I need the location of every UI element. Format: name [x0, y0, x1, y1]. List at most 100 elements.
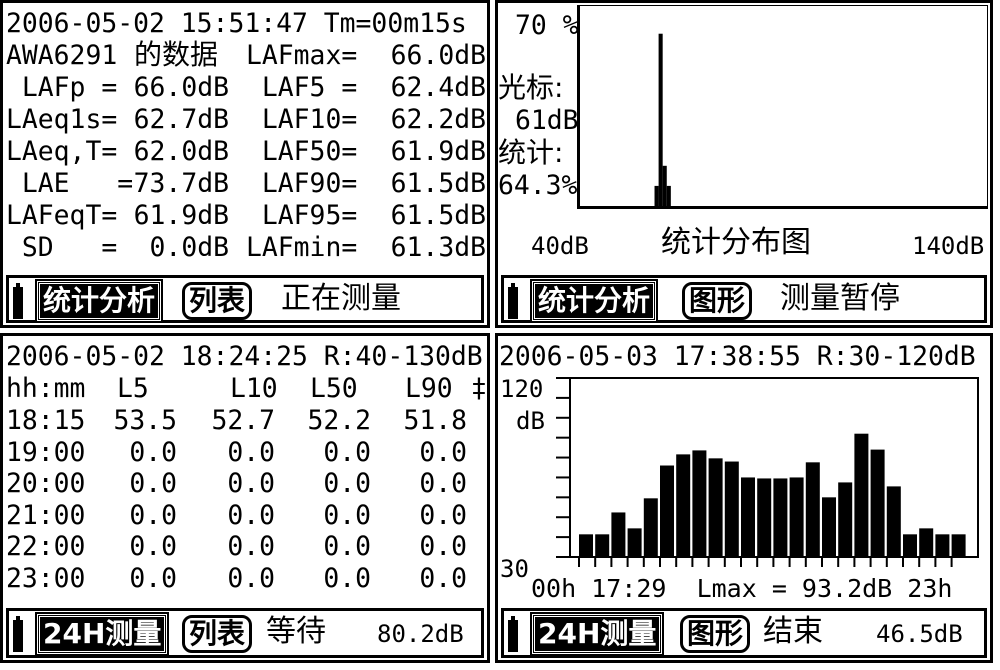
- histogram-bar: [662, 165, 667, 206]
- hour-bar: [676, 454, 691, 557]
- device-name: AWA6291: [6, 40, 118, 71]
- x-tick: [837, 557, 840, 567]
- x-max-label: 140dB: [912, 232, 985, 260]
- graph-24h-screen: 2006-05-03 17:38:55 R:30-120dB 120 dB 30…: [495, 333, 993, 663]
- stat-value: 62.2dB: [390, 104, 486, 135]
- stat-label: 统计:: [498, 136, 564, 169]
- hour-bar: [692, 450, 707, 557]
- row-value: 0.0: [227, 499, 275, 531]
- hour-bar: [951, 534, 966, 557]
- stat-label: SD =: [6, 232, 118, 263]
- row-time: 20:00: [6, 468, 86, 499]
- hour-bar: [708, 458, 723, 557]
- mode-button[interactable]: 24H测量: [34, 612, 170, 656]
- stat-label: LAF90=: [246, 168, 358, 199]
- y-max-label: 70 %: [515, 10, 579, 41]
- histogram-chart: [654, 33, 671, 206]
- hour-bar: [789, 477, 804, 557]
- scroll-indicator[interactable]: ‡: [471, 373, 487, 404]
- y-tick: [556, 496, 570, 499]
- x-tick: [642, 557, 645, 567]
- mode-button[interactable]: 统计分析: [529, 279, 659, 323]
- stat-label: LAF10=: [246, 104, 358, 135]
- stat-value: 61.5dB: [390, 168, 486, 199]
- hour-bar: [919, 528, 934, 557]
- col-time: hh:mm: [6, 373, 86, 404]
- view-button[interactable]: 图形: [680, 615, 751, 653]
- x-tick: [594, 557, 597, 567]
- hour-bar: [822, 497, 836, 557]
- row-value: 0.0: [129, 468, 177, 499]
- stat-label: LAF95=: [246, 200, 358, 231]
- row-value: 0.0: [227, 562, 275, 594]
- y-tick: [556, 416, 570, 419]
- battery-icon: [508, 616, 518, 652]
- x-tick: [869, 557, 872, 567]
- hour-bar: [886, 486, 901, 557]
- status-bar: 24H测量 列表 等待 80.2dB: [6, 608, 484, 658]
- y-tick: [556, 556, 570, 558]
- device-suffix: 的数据: [134, 38, 219, 71]
- stat-value: 64.3%: [498, 170, 578, 201]
- current-level: 46.5dB: [876, 620, 963, 648]
- y-tick: [556, 377, 570, 379]
- x-tick: [885, 557, 888, 567]
- x-tick: [723, 557, 726, 567]
- stat-value: 61.9dB: [390, 136, 486, 167]
- stats-screen: 2006-05-02 15:51:47 Tm=00m15s AWA6291 的数…: [0, 0, 490, 328]
- row-time: 22:00: [6, 531, 86, 562]
- status-bar: 统计分析 列表 正在测量: [6, 275, 484, 323]
- x-tick: [788, 557, 791, 567]
- stat-value: 61.3dB: [390, 232, 486, 263]
- hour-bar: [903, 534, 917, 557]
- row-time: 18:15: [6, 405, 86, 436]
- stats-header: 2006-05-02 15:51:47 Tm=00m15s: [6, 8, 467, 39]
- view-button[interactable]: 列表: [182, 282, 253, 320]
- row-value: 0.0: [323, 499, 371, 531]
- col-l90: L90: [405, 373, 453, 404]
- view-button[interactable]: 列表: [182, 615, 253, 653]
- mode-button[interactable]: 24H测量: [529, 612, 665, 656]
- mode-button[interactable]: 统计分析: [34, 279, 164, 323]
- y-tick: [556, 396, 570, 399]
- histogram-bar: [666, 185, 671, 206]
- hour-bar: [627, 528, 642, 557]
- row-value: 0.0: [129, 531, 177, 562]
- view-button[interactable]: 图形: [682, 282, 753, 320]
- graph-header: 2006-05-03 17:38:55 R:30-120dB: [499, 341, 976, 372]
- x-tick: [578, 557, 580, 567]
- x-tick: [675, 557, 678, 567]
- cursor-value: 61dB: [515, 105, 579, 136]
- y-tick: [556, 456, 570, 459]
- col-l5: L5: [117, 373, 149, 404]
- x-tick: [659, 557, 661, 567]
- y-min-label: 30: [500, 555, 529, 583]
- stat-label: LAF50=: [246, 136, 358, 167]
- hourly-bar-chart: [556, 377, 979, 567]
- row-value: 0.0: [129, 499, 177, 531]
- stat-value: 61.9dB: [133, 200, 229, 231]
- stat-label: LAE =: [6, 168, 134, 199]
- row-value: 0.0: [129, 436, 177, 468]
- histogram-bar: [658, 33, 663, 206]
- list-24h-screen: 2006-05-02 18:24:25 R:40-130dB hh:mm L5 …: [0, 333, 490, 663]
- x-tick: [804, 557, 807, 567]
- y-max-label: 120: [500, 375, 544, 403]
- stat-label: LAFmin=: [246, 232, 358, 263]
- stat-label: LAFmax=: [246, 40, 358, 71]
- row-value: 0.0: [419, 562, 467, 594]
- row-value: 0.0: [227, 468, 275, 499]
- battery-icon: [508, 283, 518, 319]
- y-tick: [556, 536, 570, 539]
- measure-state: 结束: [763, 614, 823, 649]
- hour-bar: [757, 478, 772, 557]
- stat-value: 66.0dB: [133, 72, 229, 103]
- y-unit-label: dB: [516, 407, 545, 435]
- stat-label: LAeq1s=: [6, 104, 118, 135]
- row-value: 52.2: [307, 405, 371, 436]
- row-value: 0.0: [419, 468, 467, 499]
- hour-bar: [870, 449, 885, 557]
- hour-bar: [838, 482, 853, 557]
- x-tick: [772, 557, 775, 567]
- row-value: 0.0: [323, 436, 371, 468]
